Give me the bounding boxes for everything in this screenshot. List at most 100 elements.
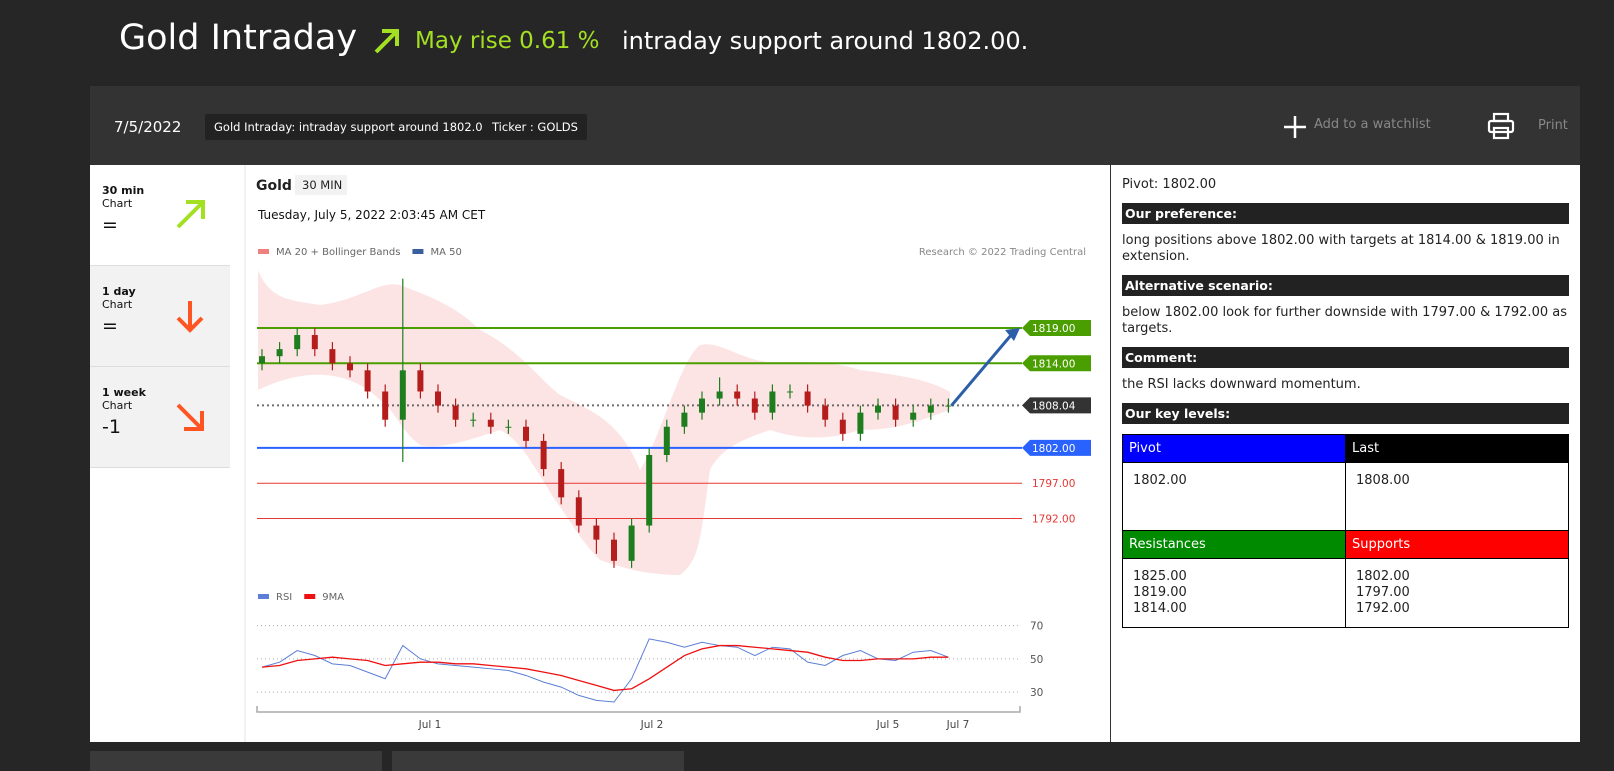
candle-body	[417, 370, 424, 392]
table-cell: 1825.00 1819.00 1814.00	[1122, 558, 1346, 628]
candle-body	[329, 349, 336, 364]
candle-body	[804, 391, 811, 406]
y-tick-label: 50	[1030, 654, 1043, 666]
label: Chart	[102, 298, 133, 311]
bollinger-band	[258, 270, 950, 575]
trend-icon	[176, 301, 204, 333]
candle-body	[505, 426, 512, 428]
arrow	[176, 200, 205, 229]
header-row: Pivot Last	[1122, 434, 1569, 463]
candle-body	[681, 412, 688, 427]
candle-body	[699, 398, 705, 413]
candle-body	[751, 398, 758, 413]
signal: May rise 0.61 %	[415, 28, 600, 54]
candle-body	[523, 426, 529, 441]
table-header: Pivot	[1122, 434, 1346, 463]
credit: Research © 2022 Trading Central	[919, 247, 1086, 258]
legend-swatch	[304, 594, 316, 599]
x-tick-label: Jul 2	[640, 719, 664, 731]
level-label: 1792.00	[1032, 513, 1075, 525]
candle-body	[593, 525, 600, 540]
print-icon[interactable]	[1487, 112, 1515, 140]
symbol: Gold	[256, 178, 292, 194]
arrow	[176, 301, 204, 333]
candle-body	[487, 419, 494, 427]
tab[interactable]	[392, 751, 684, 771]
x-tick-label: Jul 1	[418, 719, 442, 731]
legend-label: MA 50	[430, 247, 461, 258]
plus-icon[interactable]	[1283, 115, 1307, 139]
legend-label: RSI	[276, 592, 292, 603]
level-value: 1814.00	[1133, 601, 1187, 616]
timeframe-card: 1 day Chart =	[90, 266, 230, 367]
candle-body	[769, 391, 776, 413]
projection-arrow	[950, 333, 1014, 407]
legend-swatch	[258, 249, 269, 254]
tab[interactable]	[90, 751, 382, 771]
trend-icon	[176, 403, 204, 431]
candle-body	[364, 370, 371, 392]
print-button[interactable]: Print	[1538, 118, 1568, 133]
section-text: long positions above 1802.00 with target…	[1122, 233, 1560, 264]
key-levels-table: Pivot Last 1802.00 1808.00 Resistances Suppor…	[1122, 434, 1569, 628]
candle-body	[892, 405, 899, 420]
candle-body	[857, 412, 864, 434]
candle-body	[575, 497, 582, 526]
table-cell: 1802.00 1797.00 1792.00	[1345, 558, 1569, 628]
chart: Gold 30 MIN Tuesday, July 5, 2022 2:03:45 …	[244, 165, 1091, 742]
candle-body	[839, 419, 846, 434]
candle-body	[435, 391, 441, 406]
candle-body	[875, 405, 881, 413]
level-value: 1792.00	[1356, 601, 1410, 616]
candle-body	[294, 335, 301, 350]
legend-label: MA 20 + Bollinger Bands	[276, 247, 400, 258]
section-heading: Alternative scenario:	[1122, 275, 1569, 296]
level-tag	[1022, 319, 1091, 336]
table-header: Last	[1345, 434, 1569, 463]
up-arrow-icon	[374, 29, 399, 54]
candle-body	[452, 405, 459, 420]
timeframe-card: 30 min Chart =	[90, 165, 230, 266]
label: Chart	[102, 197, 133, 210]
candle-body	[787, 391, 793, 393]
level-label: 1814.00	[1032, 358, 1075, 370]
arrow-head	[1005, 327, 1020, 341]
table-cell: 1802.00	[1122, 462, 1346, 531]
summary: intraday support around 1802.00.	[622, 27, 1029, 55]
candle-body	[311, 335, 318, 350]
y-tick-label: 30	[1030, 687, 1043, 699]
tag: Gold Intraday: intraday support around 1…	[205, 114, 503, 140]
level-label: 1808.04	[1032, 400, 1076, 412]
label: Chart	[102, 399, 133, 412]
candle-body	[540, 440, 547, 470]
header-text: Supports	[1352, 537, 1411, 552]
legend-swatch	[258, 594, 269, 599]
candle-body	[347, 363, 353, 371]
level-value: 1819.00	[1133, 585, 1187, 600]
x-tick-label: Jul 7	[946, 719, 970, 731]
header-text: Last	[1352, 441, 1380, 456]
table-header: Resistances	[1122, 530, 1346, 559]
watchlist-button[interactable]: Add to a watchlist	[1314, 117, 1431, 132]
timestamp: Tuesday, July 5, 2022 2:03:45 AM CET	[257, 208, 486, 222]
candle-body	[822, 405, 829, 420]
period: 1 week	[102, 386, 146, 399]
level-value: 1802.00	[1133, 473, 1187, 488]
trend-icon	[176, 200, 205, 229]
header-row: Resistances Supports	[1122, 530, 1569, 559]
candle-body	[276, 349, 283, 357]
tag: Ticker : GOLDS	[483, 114, 587, 140]
level-label: 1802.00	[1032, 443, 1075, 455]
value-row: 1825.00 1819.00 1814.00 1802.00 1797.00 1792.…	[1122, 558, 1569, 628]
value: -1	[102, 416, 121, 438]
candle-body	[945, 405, 952, 407]
candle-body	[611, 539, 617, 561]
pivot: Pivot: 1802.00	[1122, 177, 1217, 192]
level-tag	[1022, 397, 1091, 414]
value-row: 1802.00 1808.00	[1122, 462, 1569, 531]
date: 7/5/2022	[114, 118, 182, 136]
y-tick-label: 70	[1030, 621, 1043, 633]
rsi-line	[261, 638, 949, 703]
section-heading: Comment:	[1122, 347, 1569, 368]
